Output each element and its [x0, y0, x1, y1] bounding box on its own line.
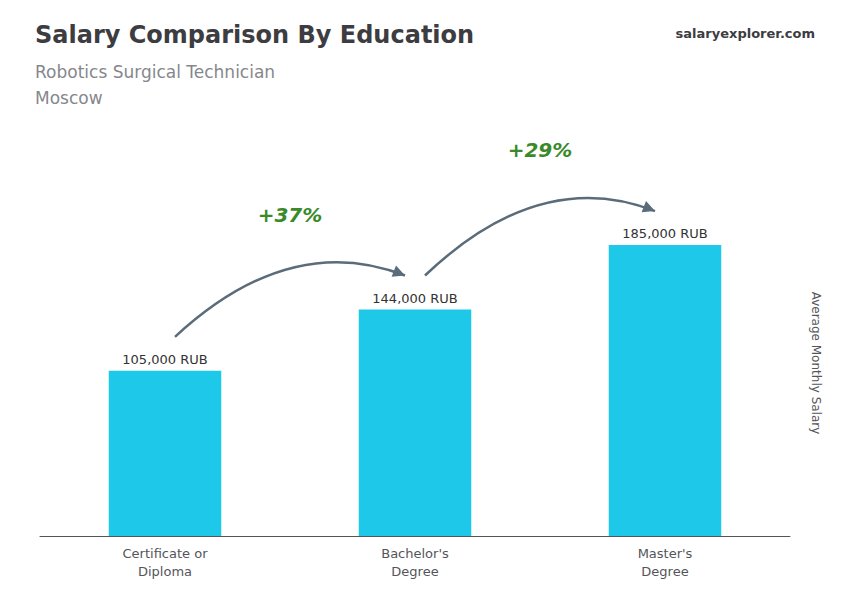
svg-text:Master's: Master's	[638, 546, 693, 561]
svg-text:salaryexplorer.com: salaryexplorer.com	[676, 26, 815, 41]
svg-text:Bachelor's: Bachelor's	[381, 546, 449, 561]
svg-text:Diploma: Diploma	[138, 564, 192, 579]
svg-text:Certificate or: Certificate or	[123, 546, 209, 561]
svg-text:+37%: +37%	[258, 203, 323, 227]
svg-text:185,000 RUB: 185,000 RUB	[622, 226, 707, 241]
svg-text:Average Monthly Salary: Average Monthly Salary	[809, 292, 823, 435]
svg-text:144,000 RUB: 144,000 RUB	[372, 291, 457, 306]
svg-text:Degree: Degree	[641, 564, 688, 579]
svg-text:105,000 RUB: 105,000 RUB	[122, 352, 207, 367]
svg-text:Salary Comparison By Education: Salary Comparison By Education	[35, 21, 474, 49]
svg-text:Moscow: Moscow	[35, 88, 103, 108]
svg-text:Robotics Surgical Technician: Robotics Surgical Technician	[35, 62, 275, 82]
svg-text:+29%: +29%	[508, 138, 573, 162]
svg-text:Degree: Degree	[391, 564, 438, 579]
